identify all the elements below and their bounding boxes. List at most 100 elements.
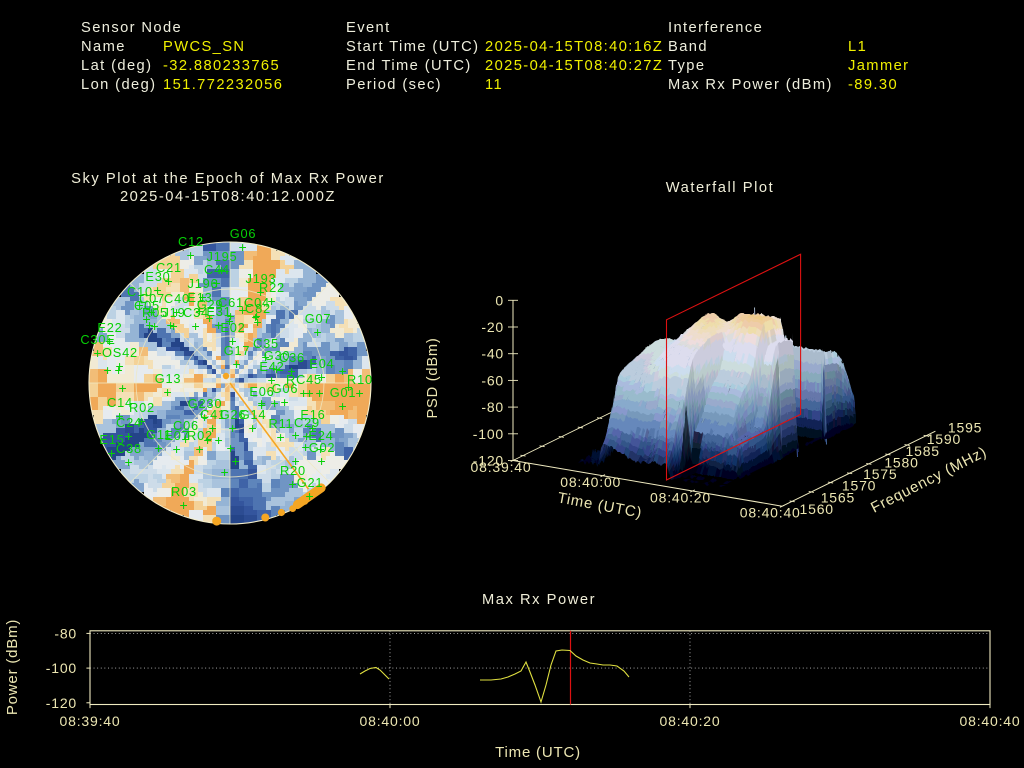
svg-text:C34: C34 (183, 305, 209, 320)
svg-text:C35: C35 (253, 336, 279, 351)
svg-text:+: + (138, 413, 147, 429)
svg-text:G06: G06 (272, 381, 299, 396)
svg-text:+: + (146, 317, 155, 333)
svg-text:+: + (252, 309, 261, 325)
svg-text:+: + (281, 394, 290, 410)
svg-text:+: + (262, 349, 271, 365)
svg-text:+: + (204, 432, 213, 448)
svg-text:+: + (339, 363, 348, 379)
svg-text:E07: E07 (164, 428, 189, 443)
svg-text:C41: C41 (200, 407, 226, 422)
svg-text:1560: 1560 (800, 501, 834, 517)
svg-text:+: + (173, 441, 182, 457)
svg-text:E24: E24 (308, 428, 333, 443)
svg-text:J196: J196 (188, 276, 219, 291)
svg-text:+: + (345, 379, 354, 395)
svg-text:PSD (dBm): PSD (dBm) (425, 338, 441, 419)
svg-text:R10: R10 (347, 372, 373, 387)
svg-text:+: + (268, 293, 277, 309)
svg-text:R20: R20 (280, 463, 306, 478)
svg-text:+: + (271, 395, 280, 411)
svg-text:-60: -60 (481, 372, 504, 388)
svg-text:08:40:20: 08:40:20 (650, 490, 711, 506)
svg-text:G01: G01 (330, 385, 357, 400)
svg-text:-120: -120 (473, 453, 504, 469)
svg-text:G17: G17 (224, 343, 251, 358)
svg-text:+: + (180, 497, 189, 513)
svg-text:+: + (227, 308, 236, 324)
svg-text:G29: G29 (197, 297, 224, 312)
svg-text:+: + (182, 431, 191, 447)
svg-text:G11: G11 (146, 427, 172, 442)
svg-text:+: + (306, 385, 315, 401)
svg-text:+: + (165, 273, 174, 289)
svg-text:+: + (148, 304, 157, 320)
svg-text:C05: C05 (134, 298, 160, 313)
svg-text:C14: C14 (107, 395, 133, 410)
svg-text:+: + (106, 333, 115, 349)
svg-text:-80: -80 (54, 625, 77, 641)
svg-text:+: + (143, 311, 152, 327)
svg-text:0: 0 (495, 292, 504, 308)
svg-text:Time (UTC): Time (UTC) (495, 744, 581, 761)
svg-text:R11: R11 (269, 416, 294, 431)
svg-text:C38: C38 (116, 441, 142, 456)
svg-text:1590: 1590 (927, 431, 961, 447)
svg-text:1580: 1580 (884, 454, 918, 470)
svg-text:+: + (292, 453, 301, 469)
svg-text:-100: -100 (473, 426, 504, 442)
svg-text:C07: C07 (139, 291, 165, 306)
svg-text:+: + (300, 385, 309, 401)
svg-text:E22: E22 (97, 320, 122, 335)
svg-text:G21: G21 (297, 475, 324, 490)
svg-text:RC45: RC45 (286, 372, 322, 387)
svg-text:+: + (303, 428, 312, 444)
svg-text:+: + (173, 304, 182, 320)
svg-text:C44: C44 (204, 262, 230, 277)
svg-text:+: + (254, 314, 263, 330)
svg-text:+: + (136, 297, 145, 313)
svg-text:+: + (232, 453, 241, 469)
svg-text:+: + (125, 454, 134, 470)
svg-text:R22: R22 (259, 280, 285, 295)
svg-text:E04: E04 (309, 356, 334, 371)
svg-text:+: + (277, 429, 286, 445)
svg-text:R03: R03 (171, 484, 197, 499)
svg-text:+: + (196, 441, 205, 457)
svg-text:C82: C82 (245, 301, 271, 316)
svg-text:C29: C29 (294, 415, 320, 430)
svg-text:+: + (309, 420, 318, 436)
svg-text:J19: J19 (162, 305, 185, 320)
svg-text:G07: G07 (305, 311, 332, 326)
svg-text:+: + (201, 409, 210, 425)
svg-text:+: + (199, 289, 208, 305)
svg-text:+: + (229, 420, 238, 436)
svg-text:+: + (292, 427, 301, 443)
svg-text:08:40:20: 08:40:20 (660, 713, 721, 729)
svg-text:+: + (227, 440, 236, 456)
svg-text:+: + (317, 441, 326, 457)
svg-text:+: + (289, 476, 298, 492)
svg-text:E30: E30 (145, 269, 170, 284)
svg-text:C30E: C30E (80, 332, 115, 347)
svg-text:+: + (218, 262, 227, 278)
svg-text:J193: J193 (246, 271, 277, 286)
svg-text:+: + (213, 275, 222, 291)
svg-text:+: + (116, 358, 125, 374)
svg-text:+: + (314, 324, 323, 340)
svg-text:C12: C12 (178, 234, 204, 249)
svg-text:C61: C61 (218, 295, 244, 310)
svg-text:+: + (196, 303, 205, 319)
svg-text:E06: E06 (249, 384, 274, 399)
svg-text:+: + (119, 380, 128, 396)
svg-text:C06: C06 (173, 418, 199, 433)
svg-text:1595: 1595 (948, 419, 982, 435)
svg-text:+: + (318, 369, 327, 385)
svg-text:+: + (187, 247, 196, 263)
svg-text:+: + (249, 420, 258, 436)
svg-text:+: + (116, 408, 125, 424)
svg-text:+: + (215, 317, 224, 333)
svg-text:1585: 1585 (906, 443, 940, 459)
svg-text:+: + (94, 345, 103, 361)
svg-text:E15: E15 (99, 432, 124, 447)
